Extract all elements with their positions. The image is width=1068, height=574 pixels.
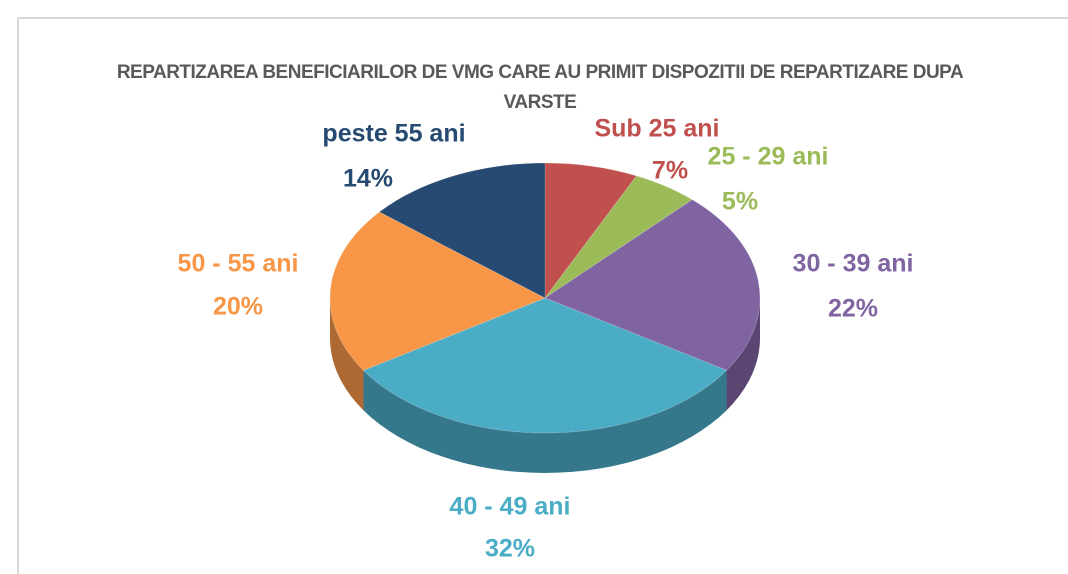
chart-title: REPARTIZAREA BENEFICIARILOR DE VMG CARE …	[116, 62, 964, 113]
slice	[378, 162, 546, 299]
slice-label: 50 - 55 ani	[178, 250, 299, 278]
slice	[543, 198, 761, 371]
slice-side	[363, 370, 727, 474]
slice	[544, 175, 694, 299]
slice-value-label: 32%	[485, 535, 535, 563]
slice-label: Sub 25 ani	[594, 115, 719, 143]
slice-label: 30 - 39 ani	[793, 250, 914, 278]
slice-side	[726, 298, 760, 411]
slice-value-label: 22%	[828, 295, 878, 323]
slice-value-label: 5%	[722, 188, 758, 216]
slice	[544, 162, 638, 300]
slice-side	[330, 298, 364, 411]
slice-label: 25 - 29 ani	[708, 143, 829, 171]
slice-label: peste 55 ani	[322, 120, 465, 148]
slice-value-label: 20%	[213, 293, 263, 321]
slice	[329, 211, 547, 371]
slice-value-label: 14%	[343, 165, 393, 193]
slice-value-label: 7%	[652, 157, 688, 185]
slice	[362, 297, 728, 434]
slice-label: 40 - 49 ani	[450, 493, 571, 521]
